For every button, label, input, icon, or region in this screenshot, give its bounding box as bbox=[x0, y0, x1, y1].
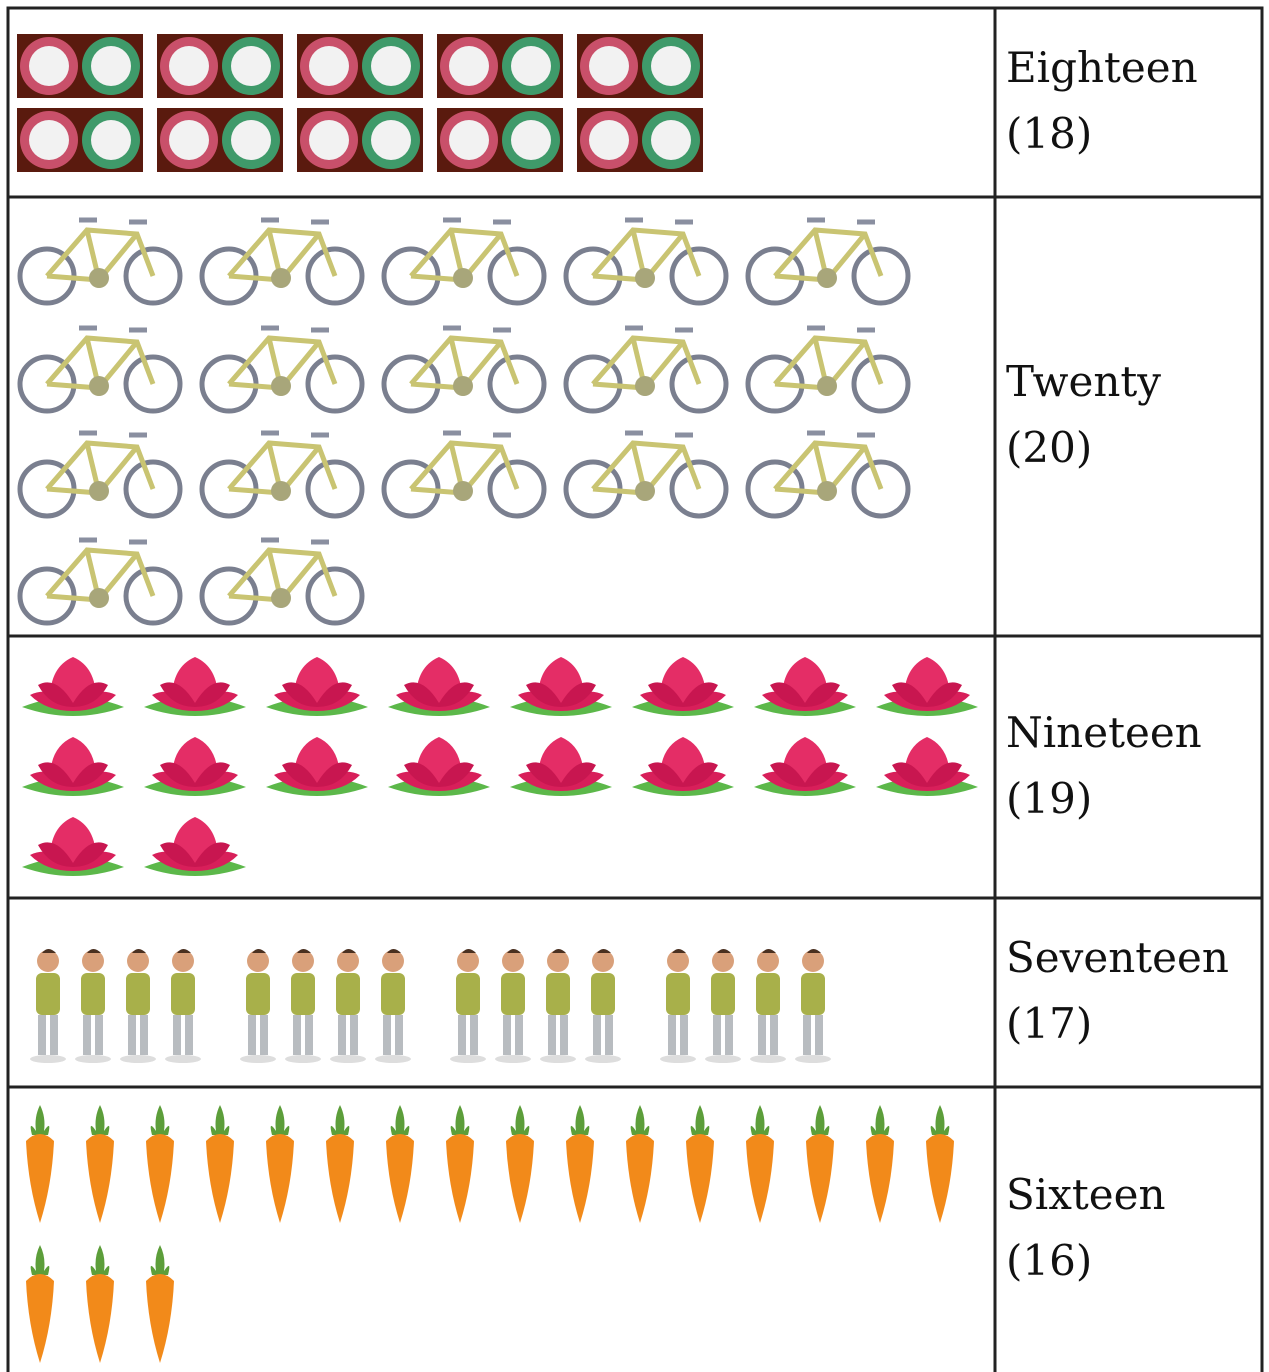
carrot-icon bbox=[866, 1105, 894, 1223]
bicycle-icon bbox=[20, 540, 180, 623]
carrot-icon bbox=[806, 1105, 834, 1223]
bicycle-icon bbox=[202, 433, 362, 516]
number-word: Eighteen bbox=[1006, 43, 1198, 92]
lotus-icon bbox=[388, 657, 490, 716]
lotus-icon bbox=[754, 737, 856, 796]
lotus-icon bbox=[876, 657, 978, 716]
child-icon bbox=[240, 949, 276, 1063]
plate-pair-icon bbox=[157, 108, 283, 172]
plate-pair-icon bbox=[157, 34, 283, 98]
bicycle-icon bbox=[748, 328, 908, 411]
carrot-icon bbox=[146, 1245, 174, 1363]
number-word: Nineteen bbox=[1006, 708, 1202, 757]
child-icon bbox=[30, 949, 66, 1063]
child-icon bbox=[450, 949, 486, 1063]
bicycle-icon bbox=[566, 220, 726, 303]
number-numeral: (19) bbox=[1006, 774, 1092, 823]
carrot-icon bbox=[266, 1105, 294, 1223]
bicycle-icon bbox=[202, 220, 362, 303]
number-numeral: (17) bbox=[1006, 999, 1092, 1048]
lotus-icon bbox=[144, 657, 246, 716]
child-icon bbox=[375, 949, 411, 1063]
table-borders bbox=[6, 6, 1264, 1372]
child-icon bbox=[285, 949, 321, 1063]
carrot-icon bbox=[626, 1105, 654, 1223]
carrot-icon bbox=[86, 1245, 114, 1363]
bicycle-icon bbox=[384, 328, 544, 411]
carrot-icon bbox=[86, 1105, 114, 1223]
plate-pair-icon bbox=[577, 108, 703, 172]
bicycle-icon bbox=[20, 433, 180, 516]
child-icon bbox=[585, 949, 621, 1063]
child-icon bbox=[495, 949, 531, 1063]
lotus-icon bbox=[388, 737, 490, 796]
number-numeral: (16) bbox=[1006, 1236, 1092, 1285]
child-icon bbox=[165, 949, 201, 1063]
child-icon bbox=[330, 949, 366, 1063]
bicycle-icon bbox=[566, 328, 726, 411]
carrot-icon bbox=[446, 1105, 474, 1223]
bicycle-icon bbox=[202, 328, 362, 411]
lotus-icon bbox=[266, 657, 368, 716]
lotus-icon bbox=[754, 657, 856, 716]
child-icon bbox=[540, 949, 576, 1063]
child-icon bbox=[120, 949, 156, 1063]
table-frame bbox=[6, 6, 1264, 1372]
child-icon bbox=[660, 949, 696, 1063]
carrot-icon bbox=[566, 1105, 594, 1223]
carrot-icon bbox=[26, 1245, 54, 1363]
carrot-icon bbox=[26, 1105, 54, 1223]
number-word: Sixteen bbox=[1006, 1170, 1166, 1219]
plate-pair-icon bbox=[577, 34, 703, 98]
bicycle-icon bbox=[20, 328, 180, 411]
lotus-icon bbox=[876, 737, 978, 796]
carrot-icon bbox=[326, 1105, 354, 1223]
plate-pair-icon bbox=[17, 34, 143, 98]
child-icon bbox=[795, 949, 831, 1063]
child-icon bbox=[75, 949, 111, 1063]
child-icon bbox=[750, 949, 786, 1063]
plate-pair-icon bbox=[17, 108, 143, 172]
plate-pair-icon bbox=[437, 34, 563, 98]
bicycle-icon bbox=[748, 220, 908, 303]
number-numeral: (18) bbox=[1006, 109, 1092, 158]
lotus-icon bbox=[632, 737, 734, 796]
lotus-icon bbox=[266, 737, 368, 796]
child-icon bbox=[705, 949, 741, 1063]
lotus-icon bbox=[510, 657, 612, 716]
lotus-icon bbox=[632, 657, 734, 716]
lotus-icon bbox=[510, 737, 612, 796]
carrot-icon bbox=[386, 1105, 414, 1223]
carrot-icon bbox=[686, 1105, 714, 1223]
carrot-icon bbox=[506, 1105, 534, 1223]
plate-pair-icon bbox=[297, 34, 423, 98]
bicycle-icon bbox=[748, 433, 908, 516]
carrot-icon bbox=[146, 1105, 174, 1223]
lotus-icon bbox=[144, 817, 246, 876]
plate-pair-icon bbox=[437, 108, 563, 172]
bicycle-icon bbox=[384, 220, 544, 303]
carrot-icon bbox=[746, 1105, 774, 1223]
lotus-icon bbox=[22, 817, 124, 876]
bicycle-icon bbox=[566, 433, 726, 516]
bicycle-icon bbox=[202, 540, 362, 623]
carrot-icon bbox=[926, 1105, 954, 1223]
bicycle-icon bbox=[20, 220, 180, 303]
lotus-icon bbox=[22, 657, 124, 716]
bicycle-icon bbox=[384, 433, 544, 516]
lotus-icon bbox=[22, 737, 124, 796]
number-word: Twenty bbox=[1006, 357, 1161, 406]
plate-pair-icon bbox=[297, 108, 423, 172]
number-numeral: (20) bbox=[1006, 423, 1092, 472]
lotus-icon bbox=[144, 737, 246, 796]
carrot-icon bbox=[206, 1105, 234, 1223]
number-word: Seventeen bbox=[1006, 933, 1229, 982]
